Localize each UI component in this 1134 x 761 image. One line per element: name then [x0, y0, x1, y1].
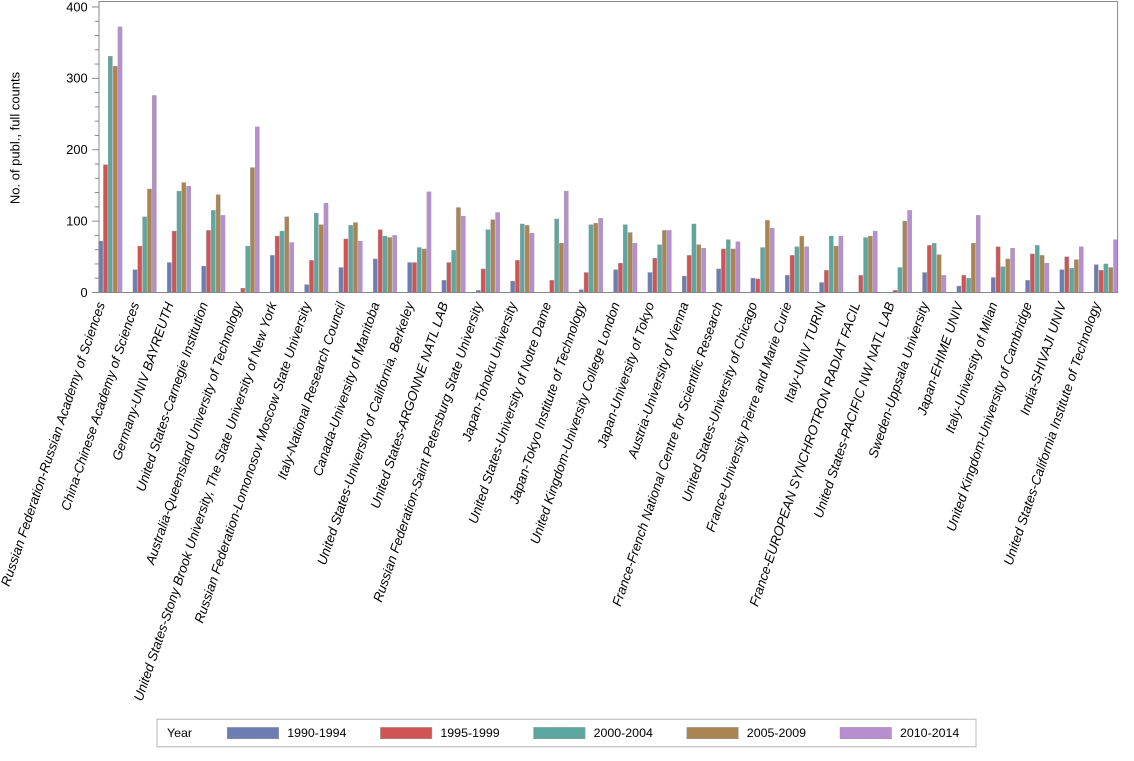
svg-text:2005-2009: 2005-2009 [747, 726, 806, 740]
svg-text:No. of publ., full counts: No. of publ., full counts [8, 71, 23, 204]
svg-text:0: 0 [80, 285, 87, 300]
svg-text:200: 200 [66, 142, 87, 157]
svg-text:2000-2004: 2000-2004 [594, 726, 653, 740]
svg-text:1995-1999: 1995-1999 [440, 726, 499, 740]
svg-text:Year: Year [167, 726, 192, 740]
svg-text:100: 100 [66, 214, 87, 229]
svg-text:1990-1994: 1990-1994 [287, 726, 346, 740]
svg-text:2010-2014: 2010-2014 [900, 726, 959, 740]
svg-text:300: 300 [66, 71, 87, 86]
svg-text:400: 400 [66, 0, 87, 14]
